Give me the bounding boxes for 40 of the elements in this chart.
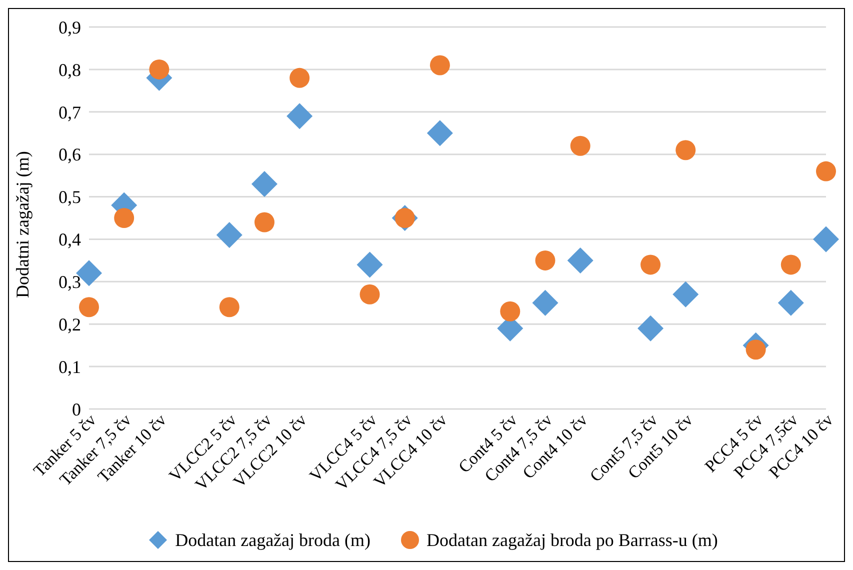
point <box>672 281 699 308</box>
point <box>149 59 170 80</box>
point <box>114 208 134 228</box>
point <box>532 290 558 316</box>
legend-label: Dodatan zagažaj broda (m) <box>174 529 371 551</box>
point <box>816 161 836 182</box>
point <box>219 297 240 318</box>
y-tick-label: 0,1 <box>58 356 81 377</box>
point <box>570 136 590 156</box>
point <box>290 68 310 88</box>
point <box>430 55 450 76</box>
y-tick-label: 0 <box>72 399 81 420</box>
point <box>500 301 520 322</box>
point <box>426 120 453 146</box>
y-tick-label: 0,2 <box>58 314 81 334</box>
y-tick-label: 0,8 <box>58 60 81 80</box>
point <box>638 315 664 342</box>
point <box>286 103 313 130</box>
point <box>216 222 242 248</box>
point <box>778 290 804 316</box>
y-tick-label: 0,7 <box>58 102 81 122</box>
point <box>535 250 556 270</box>
point <box>780 254 801 275</box>
point <box>356 252 383 278</box>
point <box>79 297 99 318</box>
point <box>567 247 594 274</box>
y-tick-label: 0,3 <box>58 272 81 292</box>
y-tick-label: 0,5 <box>58 187 81 208</box>
point <box>676 140 696 160</box>
point <box>254 212 274 232</box>
y-tick-label: 0,4 <box>58 230 81 250</box>
point <box>813 226 839 252</box>
point <box>251 171 278 198</box>
y-axis-title: Dodatni zagažaj (m) <box>12 151 32 298</box>
point <box>746 340 766 360</box>
point <box>640 254 661 275</box>
y-tick-label: 0,6 <box>58 144 81 165</box>
legend-label: Dodatan zagažaj broda po Barrass-u (m) <box>426 529 718 551</box>
y-tick-label: 0,9 <box>58 17 81 38</box>
point <box>360 284 380 304</box>
